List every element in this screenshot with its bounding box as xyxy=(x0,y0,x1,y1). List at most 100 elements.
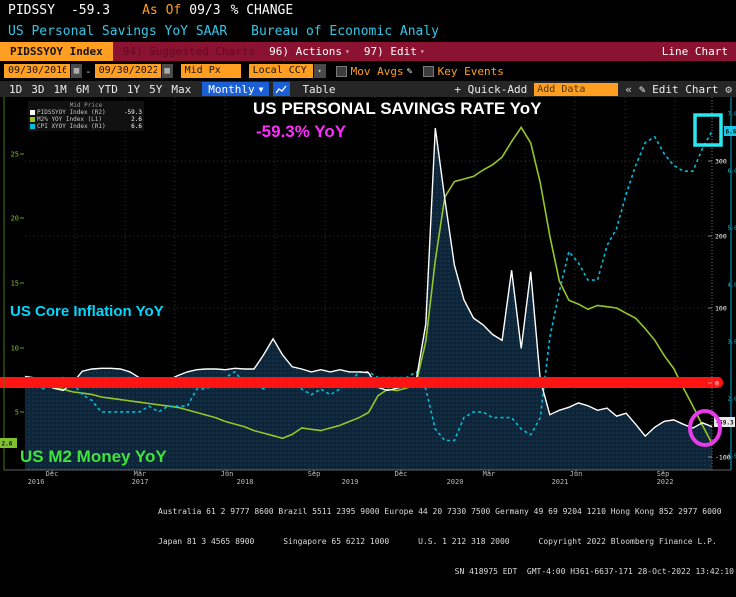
security-description: US Personal Savings YoY SAAR xyxy=(8,24,227,39)
frequency-label: Monthly xyxy=(208,83,254,96)
legend-item: PIDSSYOY Index (R2) -59.3 xyxy=(30,109,142,116)
svg-text:4.0: 4.0 xyxy=(728,283,736,289)
price-type-field[interactable] xyxy=(181,64,241,78)
chevron-down-icon[interactable]: ▾ xyxy=(314,64,326,78)
svg-text:0: 0 xyxy=(715,380,719,388)
annotation-core-inflation: US Core Inflation YoY xyxy=(10,303,164,320)
key-events-checkbox[interactable] xyxy=(423,66,434,77)
chart-type-label[interactable]: Line Chart xyxy=(662,45,728,58)
svg-text:25: 25 xyxy=(11,151,19,159)
annotation-m2-money: US M2 Money YoY xyxy=(20,447,167,467)
line-chart-icon xyxy=(276,85,287,94)
currency-field[interactable] xyxy=(249,64,313,78)
period-button-3d[interactable]: 3D xyxy=(31,83,44,96)
mov-avgs-label: Mov Avgs xyxy=(351,65,404,78)
actions-menu[interactable]: 96) Actions ▾ xyxy=(269,45,350,58)
table-button[interactable]: Table xyxy=(302,83,335,96)
chevron-down-icon: ▾ xyxy=(420,47,425,56)
toolbar-right-cluster: + Quick-Add « ✎ Edit Chart ⚙ xyxy=(454,83,732,96)
svg-text:6.6: 6.6 xyxy=(726,129,736,136)
ticker-symbol: PIDSSY xyxy=(8,3,55,18)
mov-avgs-checkbox[interactable] xyxy=(336,66,347,77)
cyan-box-annotation xyxy=(695,115,721,145)
quick-add-button[interactable]: + Quick-Add xyxy=(454,83,527,96)
period-button-1m[interactable]: 1M xyxy=(54,83,67,96)
x-tick-year: 2022 xyxy=(657,479,674,486)
legend-swatch-icon xyxy=(30,117,35,122)
chevron-down-icon: ▼ xyxy=(259,85,264,94)
svg-text:3.0: 3.0 xyxy=(728,340,736,346)
svg-text:100: 100 xyxy=(715,305,727,313)
footer-line-3: SN 418975 EDT GMT-4:00 H361-6637-171 28-… xyxy=(0,567,734,577)
gear-icon[interactable]: ⚙ xyxy=(725,83,732,96)
edit-chart-button[interactable]: ✎ Edit Chart xyxy=(639,83,718,96)
edit-menu-label: 97) Edit xyxy=(364,45,417,58)
x-tick-month: Dec xyxy=(46,471,59,478)
add-data-input[interactable] xyxy=(534,83,618,96)
x-tick-month: Sep xyxy=(657,471,670,478)
security-description-row: US Personal Savings YoY SAAR Bureau of E… xyxy=(0,21,736,42)
x-tick-year: 2017 xyxy=(132,479,149,486)
suggested-charts-button[interactable]: 94) Suggested Charts xyxy=(123,45,255,58)
chart-series xyxy=(25,127,712,470)
legend-label: PIDSSYOY Index (R2) xyxy=(37,109,106,116)
line-chart-icon-button[interactable] xyxy=(273,82,290,96)
function-menu-bar: PIDSSYOY Index 94) Suggested Charts 96) … xyxy=(0,42,736,61)
pencil-icon[interactable]: ✎ xyxy=(407,66,413,77)
legend-title: Mid Price xyxy=(30,102,142,109)
calendar-icon[interactable]: ▦ xyxy=(162,64,173,78)
security-header: PIDSSY -59.3 As Of 09/3 % CHANGE xyxy=(0,0,736,21)
security-source: Bureau of Economic Analy xyxy=(251,24,439,39)
footer-line-2: Japan 81 3 4565 8900 Singapore 65 6212 1… xyxy=(158,537,736,547)
key-events-label: Key Events xyxy=(438,65,504,78)
legend-item: M2% YOY Index (L1) 2.6 xyxy=(30,116,142,123)
svg-text:2.6: 2.6 xyxy=(2,441,13,448)
svg-text:1.0: 1.0 xyxy=(728,454,736,460)
x-tick-month: Dec xyxy=(395,471,408,478)
period-buttons: 1D 3D 1M 6M YTD 1Y 5Y Max xyxy=(0,83,191,96)
edit-menu[interactable]: 97) Edit ▾ xyxy=(364,45,425,58)
change-label: % CHANGE xyxy=(231,3,294,18)
red-zero-line-annotation xyxy=(0,377,723,388)
x-tick-month: Mar xyxy=(483,471,496,478)
chevron-down-icon: ▾ xyxy=(345,47,350,56)
footer-line-1: Australia 61 2 9777 8600 Brazil 5511 239… xyxy=(158,507,736,517)
period-button-max[interactable]: Max xyxy=(171,83,191,96)
period-button-5y[interactable]: 5Y xyxy=(149,83,162,96)
svg-text:10: 10 xyxy=(11,345,19,353)
period-toolbar: 1D 3D 1M 6M YTD 1Y 5Y Max Monthly ▼ Table + Qui… xyxy=(0,81,736,97)
collapse-icon[interactable]: « xyxy=(625,83,632,96)
period-button-1y[interactable]: 1Y xyxy=(127,83,140,96)
x-tick-year: 2019 xyxy=(342,479,359,486)
legend-label: M2% YOY Index (L1) xyxy=(37,116,102,123)
date-from-field[interactable] xyxy=(4,64,70,78)
bloomberg-terminal-window: PIDSSY -59.3 As Of 09/3 % CHANGE US Pers… xyxy=(0,0,736,530)
x-tick-year: 2021 xyxy=(552,479,569,486)
as-of-date: 09/3 xyxy=(189,3,220,18)
svg-text:200: 200 xyxy=(715,233,727,241)
frequency-dropdown[interactable]: Monthly ▼ xyxy=(202,82,269,96)
ticker-tab[interactable]: PIDSSYOY Index xyxy=(0,42,113,61)
as-of-label: As Of xyxy=(142,3,181,18)
period-button-ytd[interactable]: YTD xyxy=(98,83,118,96)
chart-plot-area[interactable]: 2520151053002001000-1007.06.05.04.03.02.… xyxy=(0,97,736,486)
chart-settings-bar: ▦ - ▦ ▾ Mov Avgs ✎ Key Events xyxy=(0,61,736,81)
calendar-icon[interactable]: ▦ xyxy=(71,64,82,78)
actions-menu-label: 96) Actions xyxy=(269,45,342,58)
x-tick-year: 2018 xyxy=(237,479,254,486)
svg-text:5.0: 5.0 xyxy=(728,226,736,232)
date-to-field[interactable] xyxy=(95,64,161,78)
legend-item: CPI XYOY Index (R1)6.6 xyxy=(30,123,142,130)
date-range-separator: - xyxy=(85,65,92,78)
legend-swatch-icon xyxy=(30,110,35,115)
period-button-6m[interactable]: 6M xyxy=(76,83,89,96)
legend-value: 2.6 xyxy=(131,116,142,123)
svg-text:2.0: 2.0 xyxy=(728,397,736,403)
period-button-1d[interactable]: 1D xyxy=(9,83,22,96)
annotation-title: US PERSONAL SAVINGS RATE YoY xyxy=(253,99,541,119)
legend-value: -59.3 xyxy=(124,109,142,116)
legend-value: 6.6 xyxy=(131,123,142,130)
